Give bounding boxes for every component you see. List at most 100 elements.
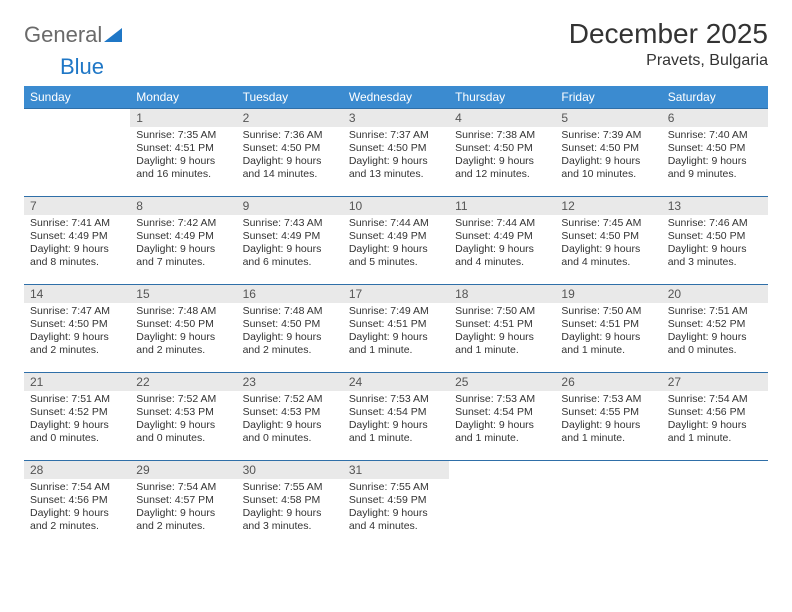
sunset: Sunset: 4:50 PM [561,230,655,243]
daylight: Daylight: 9 hours and 4 minutes. [561,243,655,269]
sunrise: Sunrise: 7:41 AM [30,217,124,230]
calendar-cell: 5 Sunrise: 7:39 AMSunset: 4:50 PMDaylight… [555,109,661,197]
calendar-cell [24,109,130,197]
day-details: Sunrise: 7:44 AMSunset: 4:49 PMDaylight:… [449,215,555,274]
sunset: Sunset: 4:56 PM [668,406,762,419]
day-details: Sunrise: 7:41 AMSunset: 4:49 PMDaylight:… [24,215,130,274]
daylight: Daylight: 9 hours and 2 minutes. [30,331,124,357]
sunset: Sunset: 4:50 PM [561,142,655,155]
sunrise: Sunrise: 7:39 AM [561,129,655,142]
daylight: Daylight: 9 hours and 0 minutes. [243,419,337,445]
daylight: Daylight: 9 hours and 3 minutes. [243,507,337,533]
sunrise: Sunrise: 7:51 AM [30,393,124,406]
day-details: Sunrise: 7:37 AMSunset: 4:50 PMDaylight:… [343,127,449,186]
day-details: Sunrise: 7:38 AMSunset: 4:50 PMDaylight:… [449,127,555,186]
calendar-cell: 29Sunrise: 7:54 AMSunset: 4:57 PMDayligh… [130,461,236,549]
sunrise: Sunrise: 7:52 AM [243,393,337,406]
calendar-cell: 21Sunrise: 7:51 AMSunset: 4:52 PMDayligh… [24,373,130,461]
daylight: Daylight: 9 hours and 0 minutes. [30,419,124,445]
calendar-cell: 10Sunrise: 7:44 AMSunset: 4:49 PMDayligh… [343,197,449,285]
sunset: Sunset: 4:50 PM [668,142,762,155]
calendar-body: 1Sunrise: 7:35 AMSunset: 4:51 PMDaylight… [24,109,768,549]
day-number: 16 [237,285,343,303]
sunrise: Sunrise: 7:51 AM [668,305,762,318]
calendar-cell: 24Sunrise: 7:53 AMSunset: 4:54 PMDayligh… [343,373,449,461]
calendar-cell: 19Sunrise: 7:50 AMSunset: 4:51 PMDayligh… [555,285,661,373]
day-details: Sunrise: 7:49 AMSunset: 4:51 PMDaylight:… [343,303,449,362]
day-details: Sunrise: 7:54 AMSunset: 4:56 PMDaylight:… [24,479,130,538]
daylight: Daylight: 9 hours and 8 minutes. [30,243,124,269]
calendar-cell: 14Sunrise: 7:47 AMSunset: 4:50 PMDayligh… [24,285,130,373]
day-number: 25 [449,373,555,391]
calendar-cell: 28Sunrise: 7:54 AMSunset: 4:56 PMDayligh… [24,461,130,549]
calendar-cell: 1Sunrise: 7:35 AMSunset: 4:51 PMDaylight… [130,109,236,197]
daylight: Daylight: 9 hours and 4 minutes. [455,243,549,269]
sunset: Sunset: 4:50 PM [243,318,337,331]
daylight: Daylight: 9 hours and 2 minutes. [30,507,124,533]
sunset: Sunset: 4:52 PM [30,406,124,419]
sunset: Sunset: 4:49 PM [30,230,124,243]
day-details: Sunrise: 7:52 AMSunset: 4:53 PMDaylight:… [130,391,236,450]
sunrise: Sunrise: 7:50 AM [455,305,549,318]
calendar-row: 28Sunrise: 7:54 AMSunset: 4:56 PMDayligh… [24,461,768,549]
sunset: Sunset: 4:58 PM [243,494,337,507]
sunrise: Sunrise: 7:48 AM [136,305,230,318]
sunrise: Sunrise: 7:40 AM [668,129,762,142]
sunrise: Sunrise: 7:52 AM [136,393,230,406]
day-number: 4 [449,109,555,127]
calendar-cell: 12Sunrise: 7:45 AMSunset: 4:50 PMDayligh… [555,197,661,285]
sunset: Sunset: 4:50 PM [455,142,549,155]
sunrise: Sunrise: 7:48 AM [243,305,337,318]
sunset: Sunset: 4:50 PM [349,142,443,155]
calendar-cell: 9Sunrise: 7:43 AMSunset: 4:49 PMDaylight… [237,197,343,285]
day-details: Sunrise: 7:54 AMSunset: 4:57 PMDaylight:… [130,479,236,538]
calendar-cell [662,461,768,549]
month-title: December 2025 [569,18,768,50]
sunset: Sunset: 4:59 PM [349,494,443,507]
sunrise: Sunrise: 7:55 AM [243,481,337,494]
day-number: 30 [237,461,343,479]
daylight: Daylight: 9 hours and 4 minutes. [349,507,443,533]
calendar-row: 21Sunrise: 7:51 AMSunset: 4:52 PMDayligh… [24,373,768,461]
day-details: Sunrise: 7:36 AMSunset: 4:50 PMDaylight:… [237,127,343,186]
sunset: Sunset: 4:49 PM [243,230,337,243]
daylight: Daylight: 9 hours and 2 minutes. [243,331,337,357]
calendar-table: Sunday Monday Tuesday Wednesday Thursday… [24,86,768,549]
day-details: Sunrise: 7:47 AMSunset: 4:50 PMDaylight:… [24,303,130,362]
day-details: Sunrise: 7:48 AMSunset: 4:50 PMDaylight:… [130,303,236,362]
daylight: Daylight: 9 hours and 1 minute. [455,419,549,445]
sunrise: Sunrise: 7:38 AM [455,129,549,142]
sunset: Sunset: 4:57 PM [136,494,230,507]
logo-text-2: Blue [60,54,104,79]
daylight: Daylight: 9 hours and 0 minutes. [136,419,230,445]
daylight: Daylight: 9 hours and 1 minute. [561,331,655,357]
calendar-cell: 13Sunrise: 7:46 AMSunset: 4:50 PMDayligh… [662,197,768,285]
daylight: Daylight: 9 hours and 2 minutes. [136,507,230,533]
day-number: 20 [662,285,768,303]
weekday-header-row: Sunday Monday Tuesday Wednesday Thursday… [24,86,768,109]
day-number: 11 [449,197,555,215]
logo: General [24,18,124,48]
daylight: Daylight: 9 hours and 10 minutes. [561,155,655,181]
sunrise: Sunrise: 7:42 AM [136,217,230,230]
sunset: Sunset: 4:50 PM [243,142,337,155]
daylight: Daylight: 9 hours and 1 minute. [349,331,443,357]
daylight: Daylight: 9 hours and 2 minutes. [136,331,230,357]
sunrise: Sunrise: 7:54 AM [668,393,762,406]
sunset: Sunset: 4:55 PM [561,406,655,419]
day-details: Sunrise: 7:53 AMSunset: 4:54 PMDaylight:… [449,391,555,450]
day-details: Sunrise: 7:46 AMSunset: 4:50 PMDaylight:… [662,215,768,274]
sunset: Sunset: 4:50 PM [30,318,124,331]
sunrise: Sunrise: 7:44 AM [455,217,549,230]
sunrise: Sunrise: 7:54 AM [30,481,124,494]
calendar-cell: 23Sunrise: 7:52 AMSunset: 4:53 PMDayligh… [237,373,343,461]
sunrise: Sunrise: 7:46 AM [668,217,762,230]
daylight: Daylight: 9 hours and 7 minutes. [136,243,230,269]
day-number: 5 [555,109,661,127]
col-tuesday: Tuesday [237,86,343,109]
day-number: 19 [555,285,661,303]
daylight: Daylight: 9 hours and 12 minutes. [455,155,549,181]
day-number: 15 [130,285,236,303]
day-number: 18 [449,285,555,303]
day-details: Sunrise: 7:35 AMSunset: 4:51 PMDaylight:… [130,127,236,186]
